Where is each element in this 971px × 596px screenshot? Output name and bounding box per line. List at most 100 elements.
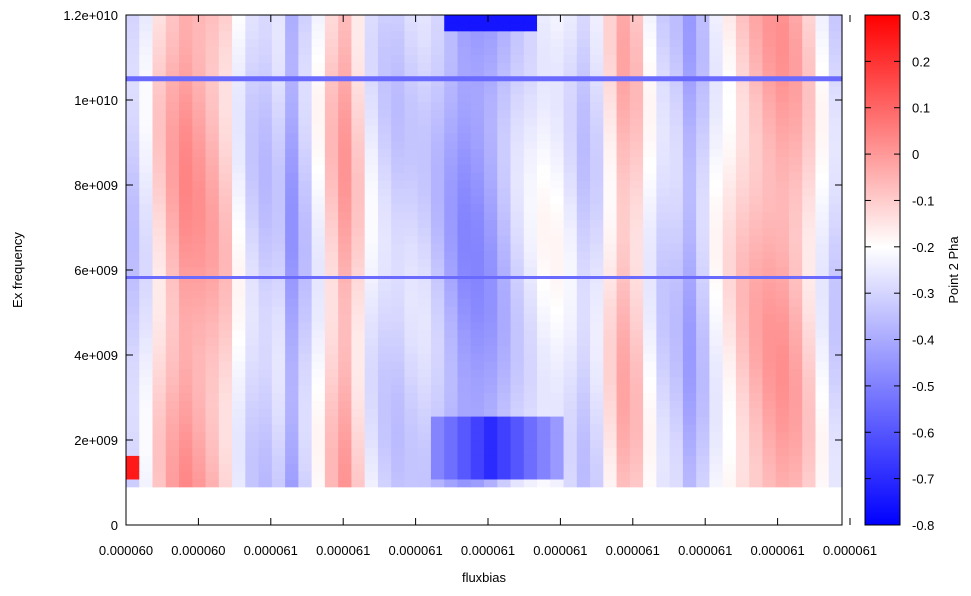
heatmap-cell xyxy=(775,172,790,181)
heatmap-cell xyxy=(603,70,618,79)
heatmap-cell xyxy=(550,211,565,221)
heatmap-cell xyxy=(417,172,432,181)
heatmap-cell xyxy=(391,368,406,378)
heatmap-cell xyxy=(324,282,339,291)
heatmap-cell xyxy=(775,164,790,173)
heatmap-cell xyxy=(550,243,565,252)
heatmap-cell xyxy=(205,38,220,48)
heatmap-cell xyxy=(377,360,392,370)
heatmap-cell xyxy=(258,337,273,346)
heatmap-cell xyxy=(722,376,737,386)
heatmap-cell xyxy=(802,109,817,118)
heatmap-cell xyxy=(351,376,366,386)
heatmap-cell xyxy=(550,345,565,354)
heatmap-cell xyxy=(576,117,591,126)
heatmap-cell xyxy=(563,195,578,205)
heatmap-cell xyxy=(762,211,777,221)
heatmap-cell xyxy=(298,408,313,417)
heatmap-cell xyxy=(815,70,830,79)
heatmap-cell xyxy=(470,423,485,433)
heatmap-cell xyxy=(550,77,565,87)
heatmap-cell xyxy=(603,305,618,315)
heatmap-cell xyxy=(417,345,432,354)
heatmap-cell xyxy=(484,447,498,456)
heatmap-cell xyxy=(417,353,432,362)
heatmap-cell xyxy=(643,329,657,338)
heatmap-cell xyxy=(271,266,286,276)
heatmap-cell xyxy=(232,15,246,24)
heatmap-cell xyxy=(537,400,551,409)
heatmap-cell xyxy=(815,313,830,323)
heatmap-cell xyxy=(788,329,803,338)
heatmap-cell xyxy=(152,148,167,158)
heatmap-cell xyxy=(656,140,671,150)
heatmap-cell xyxy=(590,30,604,40)
heatmap-cell xyxy=(537,360,551,370)
heatmap-cell xyxy=(179,478,193,488)
heatmap-cell xyxy=(444,431,459,441)
heatmap-cell xyxy=(802,266,817,276)
heatmap-cell xyxy=(497,30,512,40)
heatmap-cell xyxy=(285,431,299,441)
heatmap-cell xyxy=(682,156,697,165)
heatmap-cell xyxy=(616,211,631,221)
heatmap-cell xyxy=(126,447,140,456)
heatmap-cell xyxy=(629,455,644,464)
heatmap-cell xyxy=(523,187,538,197)
heatmap-cell xyxy=(656,22,671,32)
heatmap-cell xyxy=(205,70,220,79)
heatmap-cell xyxy=(218,172,233,181)
heatmap-cell xyxy=(828,266,843,276)
heatmap-cell xyxy=(709,298,724,307)
heatmap-cell xyxy=(735,392,750,401)
heatmap-cell xyxy=(749,290,764,299)
heatmap-cell xyxy=(523,140,538,150)
heatmap-cell xyxy=(603,258,618,268)
heatmap-cell xyxy=(298,431,313,441)
heatmap-cell xyxy=(285,109,299,118)
heatmap-cell xyxy=(324,266,339,276)
heatmap-cell xyxy=(324,15,339,24)
heatmap-cell xyxy=(430,353,445,362)
heatmap-cell xyxy=(669,187,684,197)
heatmap-cell xyxy=(298,376,313,386)
heatmap-cell xyxy=(391,203,406,213)
heatmap-cell xyxy=(311,164,326,173)
heatmap-cell xyxy=(590,329,604,338)
heatmap-cell xyxy=(298,203,313,213)
heatmap-cell xyxy=(735,38,750,48)
heatmap-cell xyxy=(404,77,419,87)
heatmap-cell xyxy=(457,258,472,268)
heatmap-cell xyxy=(126,203,140,213)
heatmap-cell xyxy=(285,164,299,173)
heatmap-cell xyxy=(271,408,286,417)
heatmap-cell xyxy=(749,77,764,87)
heatmap-cell xyxy=(430,195,445,205)
heatmap-cell xyxy=(152,187,167,197)
heatmap-cell xyxy=(497,227,512,236)
heatmap-cell xyxy=(192,353,207,362)
heatmap-cell xyxy=(616,85,631,95)
heatmap-cell xyxy=(629,46,644,55)
heatmap-cell xyxy=(258,439,273,449)
heatmap-cell xyxy=(444,85,459,95)
heatmap-cell xyxy=(523,54,538,63)
heatmap-cell xyxy=(603,46,618,55)
heatmap-cell xyxy=(258,132,273,142)
heatmap-cell xyxy=(126,172,140,181)
heatmap-cell xyxy=(643,305,657,315)
heatmap-cell xyxy=(802,290,817,299)
heatmap-cell xyxy=(457,46,472,55)
heatmap-cell xyxy=(484,455,498,464)
heatmap-cell xyxy=(523,38,538,48)
heatmap-cell xyxy=(351,243,366,252)
heatmap-cell xyxy=(470,180,485,189)
heatmap-cell xyxy=(192,400,207,409)
heatmap-cell xyxy=(232,132,246,142)
heatmap-cell xyxy=(245,478,260,488)
heatmap-cell xyxy=(430,70,445,79)
heatmap-cell xyxy=(245,148,260,158)
heatmap-cell xyxy=(218,250,233,260)
heatmap-cell xyxy=(232,353,246,362)
heatmap-cell xyxy=(537,109,551,118)
